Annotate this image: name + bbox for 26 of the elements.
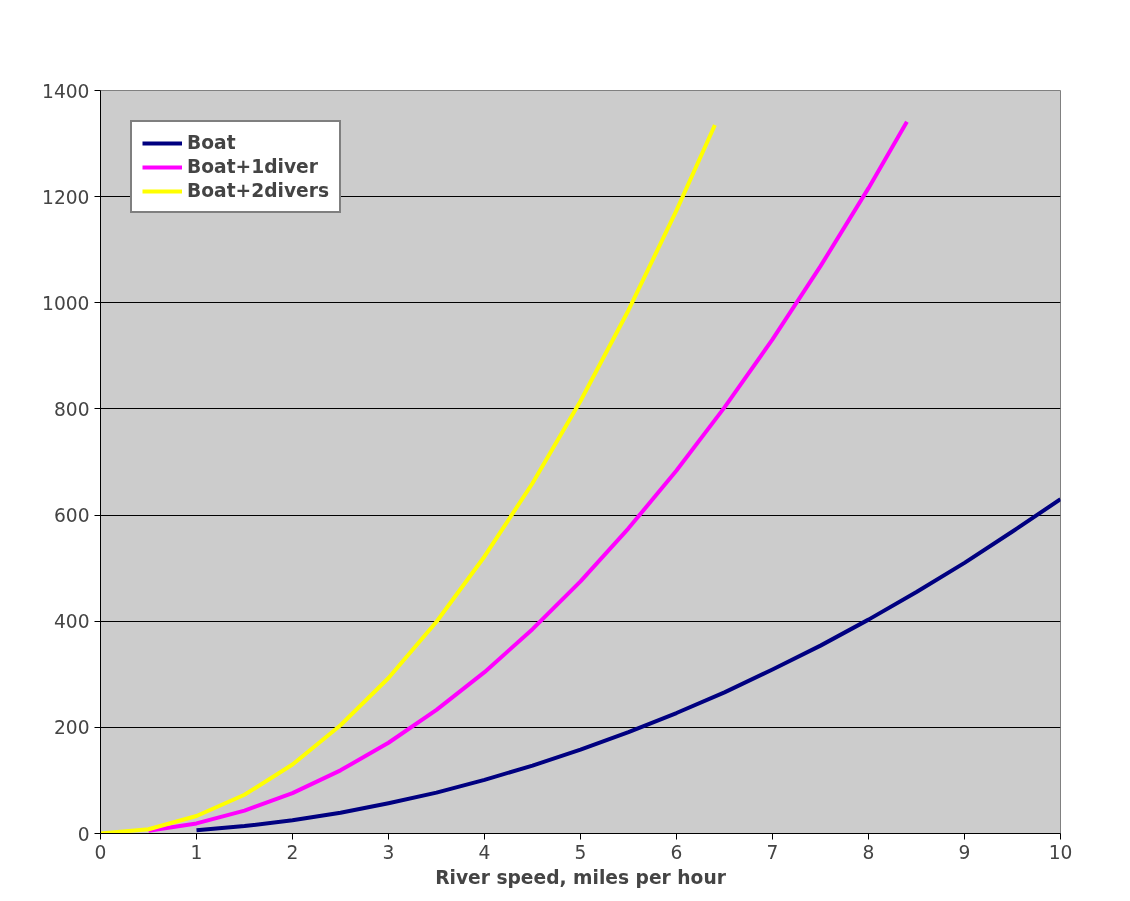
y-tick-label: 200 [53, 717, 90, 739]
x-tick-label: 7 [766, 841, 779, 863]
legend-label: Boat+2divers [187, 180, 330, 201]
x-tick-label: 3 [382, 841, 395, 863]
x-tick-label: 1 [190, 841, 203, 863]
line-series [100, 123, 717, 834]
x-tick-label: 0 [94, 841, 107, 863]
line-series [146, 119, 909, 833]
x-tick-label: 2 [286, 841, 299, 863]
legend-label: Boat [187, 132, 236, 153]
x-tick-label: 6 [670, 841, 683, 863]
legend-label: Boat+1diver [187, 156, 318, 177]
y-tick-label: 800 [53, 398, 90, 420]
y-tick-label: 1000 [42, 292, 90, 314]
x-tick-label: 8 [862, 841, 875, 863]
x-tick-label: 10 [1048, 841, 1073, 863]
y-tick-label: 0 [77, 823, 90, 845]
y-tick-label: 600 [53, 505, 90, 527]
x-tick-label: 5 [574, 841, 587, 863]
y-tick-label: 1400 [42, 80, 90, 102]
y-tick-label: 1200 [42, 186, 90, 208]
x-tick-label: 4 [478, 841, 491, 863]
y-tick-label: 400 [53, 611, 90, 633]
x-tick-label: 9 [958, 841, 971, 863]
line-series [194, 497, 1061, 833]
x-axis-title: River speed, miles per hour [435, 866, 727, 888]
